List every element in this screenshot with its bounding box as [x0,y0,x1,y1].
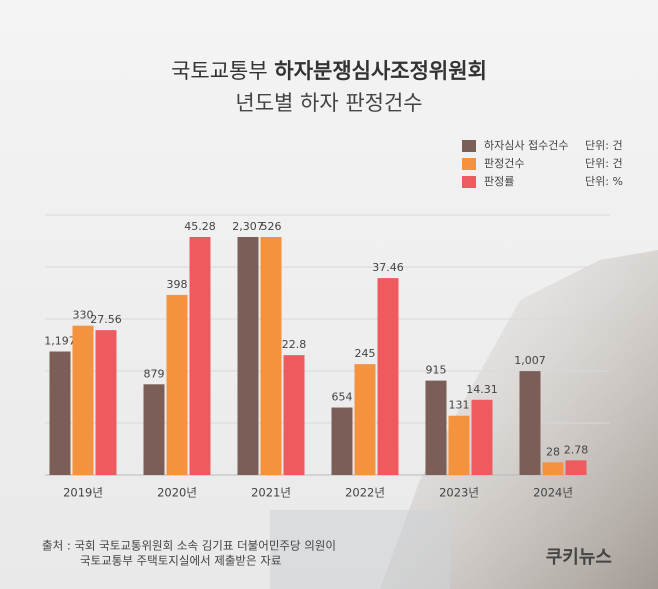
bar [189,237,211,475]
value-label: 526 [261,220,282,233]
legend-swatch [462,140,476,152]
bar [354,364,376,475]
source: 국토교통부 주택토지실에서 제출받은 자료 [80,554,281,568]
bar [49,351,71,475]
bar [377,278,399,475]
legend-unit: 단위: 건 [585,157,623,170]
x-tick-label: 2022년 [345,486,385,500]
bar [143,384,165,475]
value-label: 245 [355,347,376,360]
logo: 쿠키뉴스 [546,547,612,568]
chart-title: 국토교통부 하자분쟁심사조정위원회 [171,59,487,83]
legend-unit: 단위: % [585,175,623,188]
background-photo [380,250,658,589]
value-label: 915 [426,364,447,377]
value-label: 879 [144,367,165,380]
title-part: 하자분쟁심사조정위원회 [274,59,487,83]
bar [519,371,541,475]
bar [471,399,493,475]
bar [542,462,564,475]
value-label: 37.46 [372,261,404,274]
value-label: 398 [167,278,188,291]
value-label: 14.31 [466,383,498,396]
x-tick-label: 2019년 [63,486,103,500]
bar [166,294,188,475]
bar [283,355,305,475]
title-part: 국토교통부 [171,59,274,83]
bar [237,237,259,475]
bar [565,460,587,475]
value-label: 1,007 [514,354,546,367]
legend-label: 판정률 [484,175,514,188]
bar [260,237,282,475]
value-label: 131 [449,399,470,412]
grid [45,214,610,476]
value-label: 2.78 [564,443,589,456]
bar [95,330,117,475]
value-label: 1,197 [44,335,76,348]
value-label: 2,307 [232,220,264,233]
background-building [270,510,450,589]
bar [331,407,353,475]
value-label: 22.8 [282,338,307,351]
x-tick-label: 2024년 [533,486,573,500]
bar [72,325,94,475]
x-tick-label: 2021년 [251,486,291,500]
bar [425,380,447,475]
x-tick-label: 2023년 [439,486,479,500]
value-label: 28 [546,445,560,458]
legend-label: 판정건수 [484,157,524,170]
legend-unit: 단위: 건 [585,139,623,152]
x-tick-label: 2020년 [157,486,197,500]
legend-swatch [462,176,476,188]
value-label: 27.56 [90,313,122,326]
value-label: 330 [73,309,94,322]
bar [448,415,470,475]
chart-subtitle: 년도별 하자 판정건수 [235,91,422,115]
source: 출처 : 국회 국토교통위원회 소속 김기표 더불어민주당 의원이 [42,539,336,553]
value-label: 45.28 [184,220,216,233]
legend-swatch [462,158,476,170]
legend-label: 하자심사 접수건수 [484,138,568,152]
value-label: 654 [332,391,353,404]
